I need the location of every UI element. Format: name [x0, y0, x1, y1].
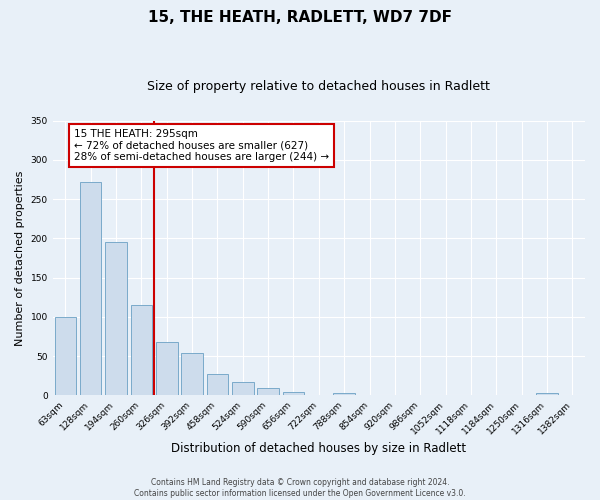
- Bar: [181, 353, 203, 396]
- Text: 15 THE HEATH: 295sqm
← 72% of detached houses are smaller (627)
28% of semi-deta: 15 THE HEATH: 295sqm ← 72% of detached h…: [74, 129, 329, 162]
- Bar: [334, 393, 355, 396]
- Bar: [55, 317, 76, 396]
- Y-axis label: Number of detached properties: Number of detached properties: [15, 170, 25, 346]
- Bar: [206, 374, 228, 396]
- Bar: [384, 394, 406, 396]
- Bar: [80, 182, 101, 396]
- Title: Size of property relative to detached houses in Radlett: Size of property relative to detached ho…: [148, 80, 490, 93]
- Bar: [156, 342, 178, 396]
- Text: 15, THE HEATH, RADLETT, WD7 7DF: 15, THE HEATH, RADLETT, WD7 7DF: [148, 10, 452, 25]
- Text: Contains HM Land Registry data © Crown copyright and database right 2024.
Contai: Contains HM Land Registry data © Crown c…: [134, 478, 466, 498]
- Bar: [409, 394, 431, 396]
- Bar: [536, 393, 558, 396]
- Bar: [232, 382, 254, 396]
- Bar: [435, 394, 457, 396]
- Bar: [105, 242, 127, 396]
- X-axis label: Distribution of detached houses by size in Radlett: Distribution of detached houses by size …: [171, 442, 466, 455]
- Bar: [257, 388, 279, 396]
- Bar: [283, 392, 304, 396]
- Bar: [131, 305, 152, 396]
